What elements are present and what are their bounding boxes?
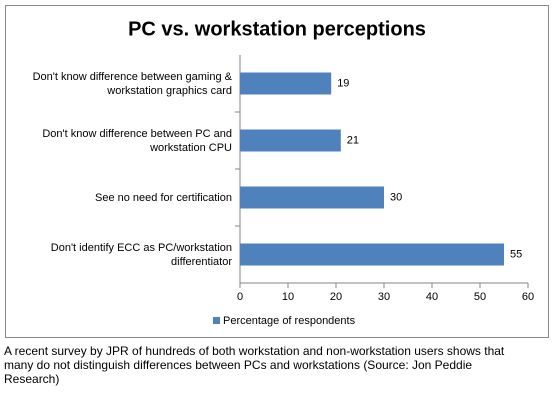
x-tick-label: 0 [237, 291, 243, 303]
category-text: See no need for certification [95, 191, 232, 204]
category-text: Don't identify ECC as PC/workstation dif… [50, 241, 232, 268]
x-tick-label: 20 [330, 291, 342, 303]
bar [240, 129, 341, 152]
legend-swatch [213, 317, 220, 324]
category-text: Don't know difference between PC and wor… [42, 127, 232, 154]
chart-title: PC vs. workstation perceptions [128, 18, 426, 40]
data-label: 30 [390, 191, 402, 203]
data-label: 19 [337, 77, 349, 89]
y-tick-label: Don't know difference between gaming & w… [12, 55, 232, 112]
x-tick-label: 60 [522, 291, 534, 303]
x-tick-label: 30 [378, 291, 390, 303]
bar [240, 72, 332, 95]
category-text: Don't know difference between gaming & w… [32, 70, 232, 97]
data-label: 21 [347, 134, 359, 146]
bar [240, 186, 384, 209]
x-tick-label: 40 [426, 291, 438, 303]
chart-border [5, 5, 549, 338]
data-label: 55 [510, 248, 522, 260]
y-tick-label: Don't identify ECC as PC/workstation dif… [12, 226, 232, 283]
y-tick-label: Don't know difference between PC and wor… [12, 112, 232, 169]
legend-label: Percentage of respondents [223, 315, 356, 327]
y-tick-label: See no need for certification [12, 169, 232, 226]
bar [240, 243, 504, 266]
caption: A recent survey by JPR of hundreds of bo… [4, 344, 505, 386]
x-tick-label: 10 [282, 291, 294, 303]
x-tick-label: 50 [474, 291, 486, 303]
